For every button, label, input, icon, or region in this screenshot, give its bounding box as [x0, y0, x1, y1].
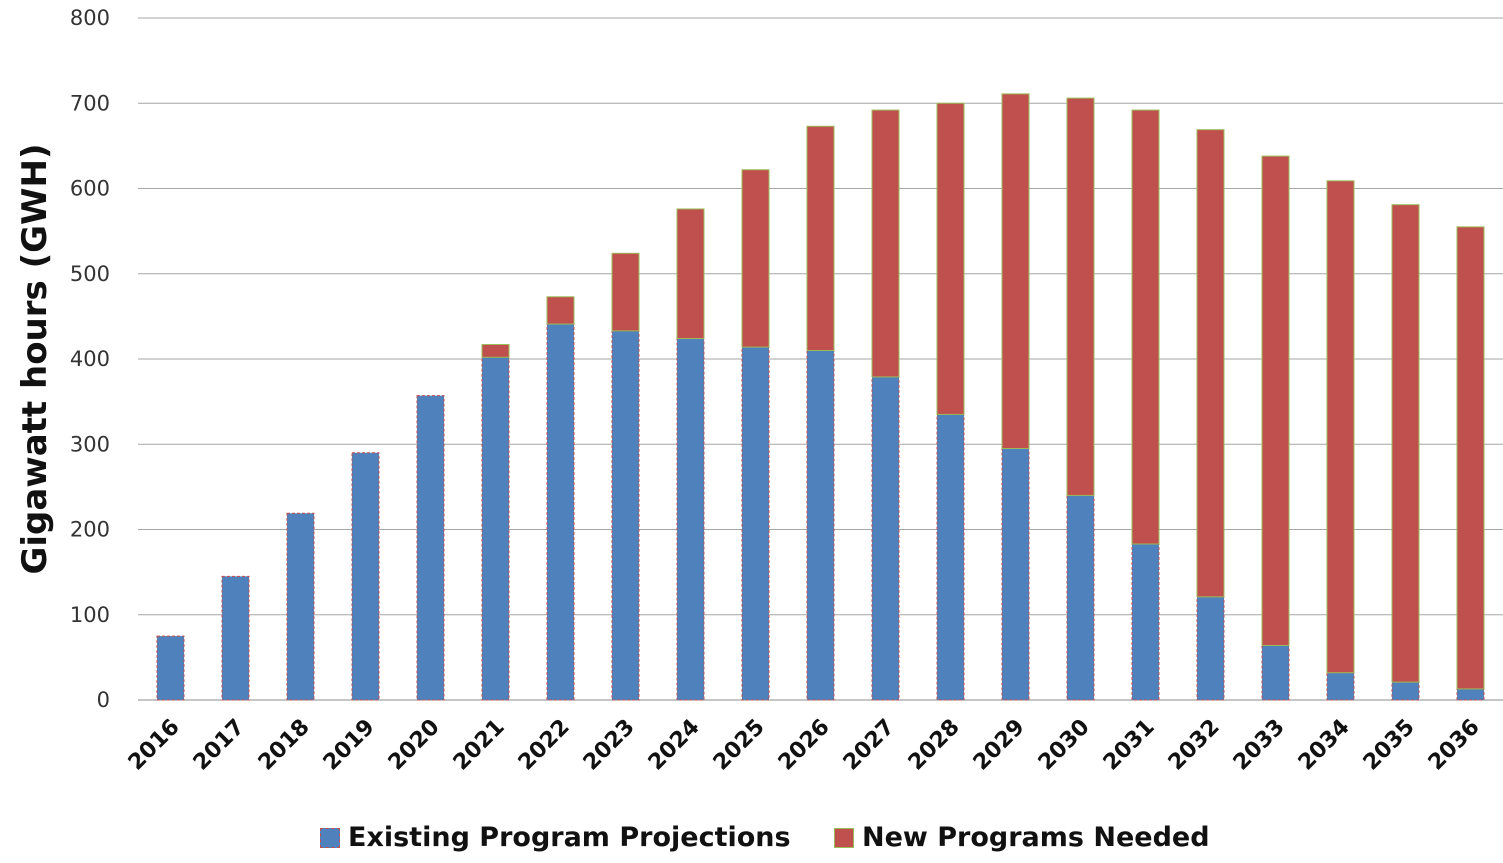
y-axis-ticks: 0 100 200 300 400 500 600 700 800	[70, 6, 110, 712]
x-axis-ticks: 2016 2017 2018 2019 2020 2021 2022 2023 2024 2025…	[124, 715, 1485, 776]
bar-existing-2027	[871, 376, 900, 701]
bar-existing-2035	[1391, 681, 1420, 701]
bar-new-2032	[1196, 129, 1225, 598]
x-tick-label: 2036	[1424, 715, 1485, 776]
bar-existing-2033	[1261, 644, 1290, 701]
x-tick-label: 2021	[449, 715, 510, 776]
bar-existing-2030	[1066, 494, 1095, 701]
bar-new-2036	[1456, 226, 1485, 690]
x-tick-label: 2027	[839, 715, 900, 776]
bar-existing-2021	[481, 356, 510, 701]
legend-label-existing: Existing Program Projections	[348, 822, 791, 853]
bar-existing-2024	[676, 338, 705, 701]
x-tick-label: 2029	[969, 715, 1030, 776]
bar-new-2027	[871, 109, 900, 378]
bar-existing-2018	[286, 512, 315, 701]
x-tick-label: 2020	[384, 715, 445, 776]
bar-existing-2025	[741, 346, 770, 701]
legend-item-existing: Existing Program Projections	[320, 822, 791, 853]
x-tick-label: 2025	[709, 715, 770, 776]
bar-new-2025	[741, 169, 770, 348]
y-tick-label: 0	[97, 688, 110, 712]
y-tick-label: 800	[70, 6, 110, 30]
y-axis-title: Gigawatt hours (GWH)	[15, 143, 55, 574]
legend-swatch-existing	[320, 827, 340, 848]
bar-existing-2017	[221, 575, 250, 701]
bar-existing-2019	[351, 452, 380, 701]
bar-new-2033	[1261, 155, 1290, 646]
bar-new-2026	[806, 125, 835, 351]
bar-existing-2029	[1001, 448, 1030, 701]
x-tick-label: 2023	[579, 715, 640, 776]
x-tick-label: 2026	[774, 715, 835, 776]
bar-new-2023	[611, 252, 640, 332]
bar-new-2029	[1001, 93, 1030, 450]
bars	[156, 93, 1485, 701]
x-tick-label: 2034	[1294, 715, 1355, 776]
x-tick-label: 2031	[1099, 715, 1160, 776]
bar-existing-2026	[806, 349, 835, 701]
y-tick-label: 700	[70, 91, 110, 115]
bar-existing-2034	[1326, 672, 1355, 701]
bar-new-2028	[936, 102, 965, 415]
y-tick-label: 500	[70, 262, 110, 286]
bar-existing-2032	[1196, 596, 1225, 701]
bar-existing-2016	[156, 635, 185, 701]
bar-existing-2028	[936, 413, 965, 701]
bar-existing-2020	[416, 395, 445, 701]
x-tick-label: 2028	[904, 715, 965, 776]
legend: Existing Program Projections New Program…	[0, 822, 1503, 862]
bar-existing-2022	[546, 323, 575, 701]
bar-new-2035	[1391, 204, 1420, 683]
x-tick-label: 2017	[189, 715, 250, 776]
legend-swatch-new	[834, 827, 854, 848]
x-tick-label: 2032	[1164, 715, 1225, 776]
bar-new-2034	[1326, 180, 1355, 674]
x-tick-label: 2030	[1034, 715, 1095, 776]
legend-item-new: New Programs Needed	[834, 822, 1210, 853]
legend-label-new: New Programs Needed	[862, 822, 1210, 853]
bar-new-2031	[1131, 109, 1160, 545]
x-tick-label: 2022	[514, 715, 575, 776]
y-tick-label: 600	[70, 177, 110, 201]
x-tick-label: 2018	[254, 715, 315, 776]
x-tick-label: 2019	[319, 715, 380, 776]
x-tick-label: 2016	[124, 715, 185, 776]
bar-existing-2023	[611, 330, 640, 701]
y-tick-label: 400	[70, 347, 110, 371]
bar-new-2022	[546, 296, 575, 325]
y-tick-label: 100	[70, 603, 110, 627]
x-tick-label: 2024	[644, 715, 705, 776]
y-tick-label: 300	[70, 432, 110, 456]
bar-existing-2031	[1131, 543, 1160, 701]
bar-new-2021	[481, 344, 510, 358]
bar-new-2024	[676, 208, 705, 340]
y-tick-label: 200	[70, 518, 110, 542]
x-tick-label: 2035	[1359, 715, 1420, 776]
x-tick-label: 2033	[1229, 715, 1290, 776]
bar-existing-2036	[1456, 688, 1485, 701]
bar-new-2030	[1066, 97, 1095, 496]
